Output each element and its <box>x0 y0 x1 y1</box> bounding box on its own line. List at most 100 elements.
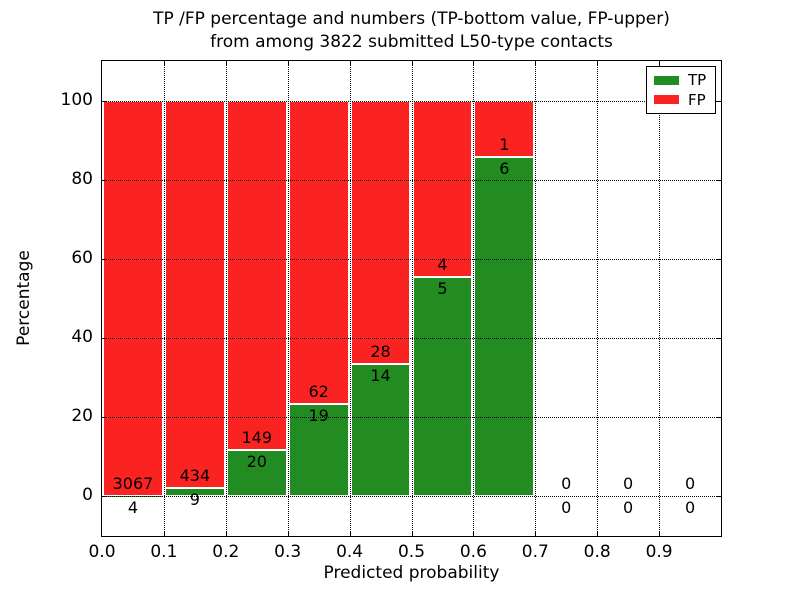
fp-count-label: 4 <box>437 254 448 274</box>
legend: TP FP <box>646 66 716 114</box>
chart-title-line2: from among 3822 submitted L50-type conta… <box>210 32 613 52</box>
x-tick-bottom <box>287 532 289 536</box>
legend-label-tp: TP <box>688 71 707 90</box>
grid-layer <box>102 61 721 536</box>
chart-title-line1: TP /FP percentage and numbers (TP-bottom… <box>153 9 670 29</box>
fp-count-label: 0 <box>561 474 572 494</box>
y-tick-right <box>717 179 721 181</box>
x-tick-label: 0.0 <box>88 542 116 562</box>
bar-segment-tp <box>226 449 287 497</box>
x-gridline <box>659 61 661 536</box>
bar-segment-tp <box>474 157 535 497</box>
legend-label-fp: FP <box>688 90 706 109</box>
x-tick-top <box>411 61 413 65</box>
x-tick-top <box>597 61 599 65</box>
x-tick-bottom <box>349 532 351 536</box>
x-tick-bottom <box>473 532 475 536</box>
bar-segment-tp <box>164 488 225 497</box>
tp-count-label: 20 <box>246 451 267 471</box>
x-tick-bottom <box>225 532 227 536</box>
y-tick-label: 0 <box>82 485 93 506</box>
x-tick-label: 0.1 <box>150 542 178 562</box>
x-tick-label: 0.6 <box>459 542 487 562</box>
x-tick-top <box>287 61 289 65</box>
legend-item-fp: FP <box>654 92 708 108</box>
bar-segment-tp <box>103 495 163 497</box>
tp-color-swatch <box>654 75 679 85</box>
x-tick-top <box>659 61 661 65</box>
x-tick-top <box>225 61 227 65</box>
y-tick-label: 40 <box>71 327 93 348</box>
y-tick-left <box>102 258 106 260</box>
x-gridline <box>473 61 475 536</box>
x-tick-bottom <box>597 532 599 536</box>
x-tick-label: 0.5 <box>397 542 426 562</box>
fp-count-label: 28 <box>370 342 391 362</box>
x-tick-label: 0.8 <box>583 542 611 562</box>
x-tick-bottom <box>411 532 413 536</box>
y-tick-left <box>102 417 106 419</box>
y-tick-left <box>102 338 106 340</box>
x-gridline <box>225 61 227 536</box>
x-gridline <box>163 61 165 536</box>
x-tick-top <box>163 61 165 65</box>
bar-segment-tp <box>350 364 411 497</box>
tp-count-label: 0 <box>561 498 572 518</box>
y-tick-left <box>102 179 106 181</box>
fp-count-label: 0 <box>684 474 696 494</box>
x-tick-label: 0.4 <box>336 542 364 562</box>
x-tick-bottom <box>659 532 661 536</box>
ticks-layer <box>102 61 721 536</box>
y-tick-label: 100 <box>60 89 93 110</box>
x-gridline <box>287 61 289 536</box>
fp-count-label: 434 <box>179 466 211 486</box>
tp-count-label: 19 <box>308 405 329 425</box>
fp-count-label: 3067 <box>112 473 154 493</box>
legend-item-tp: TP <box>654 72 708 88</box>
fp-color-swatch <box>654 95 679 105</box>
tp-count-label: 6 <box>499 159 510 179</box>
bar-segment-fp <box>350 100 411 365</box>
y-tick-left <box>102 496 106 498</box>
bar-value-labels-layer: 3067 4 434 9 149 20 62 19 28 14 4 5 1 6 0 0 0 0 0 0 <box>102 61 721 536</box>
y-tick-right <box>717 417 721 419</box>
y-tick-label: 20 <box>71 406 93 427</box>
x-tick-top <box>349 61 351 65</box>
plot-area: 3067 4 434 9 149 20 62 19 28 14 4 5 1 6 0 0 0 0 0 0 TP FP <box>101 60 722 537</box>
x-tick-label: 0.7 <box>521 542 549 562</box>
tp-count-label: 0 <box>623 498 634 518</box>
x-axis-label: Predicted probability <box>323 563 500 583</box>
bar-segment-tp <box>412 276 473 497</box>
x-tick-label: 0.9 <box>645 542 673 562</box>
x-tick-top <box>473 61 475 65</box>
x-gridline <box>597 61 599 536</box>
fp-count-label: 149 <box>241 427 273 447</box>
bar-segment-fp <box>226 100 287 450</box>
chart-title: TP /FP percentage and numbers (TP-bottom… <box>101 8 722 54</box>
y-tick-right <box>717 258 721 260</box>
tp-count-label: 4 <box>127 497 139 517</box>
x-gridline <box>349 61 351 536</box>
fp-count-label: 1 <box>499 135 510 155</box>
y-tick-left <box>102 100 106 102</box>
bar-segment-fp <box>412 100 473 277</box>
fp-count-label: 62 <box>308 381 329 401</box>
x-tick-label: 0.2 <box>212 542 240 562</box>
x-tick-bottom <box>163 532 165 536</box>
y-tick-right <box>717 100 721 102</box>
x-gridline <box>535 61 537 536</box>
y-tick-label: 60 <box>71 247 93 268</box>
bar-segment-fp <box>288 100 349 404</box>
x-tick-top <box>535 61 537 65</box>
bar-segment-fp <box>164 100 225 489</box>
tp-count-label: 5 <box>437 278 448 298</box>
bar-segment-tp <box>288 403 349 497</box>
x-gridline <box>411 61 413 536</box>
x-tick-bottom <box>535 532 537 536</box>
y-tick-right <box>717 496 721 498</box>
x-tick-label: 0.3 <box>274 542 302 562</box>
tp-count-label: 0 <box>684 498 696 518</box>
y-tick-right <box>717 338 721 340</box>
y-axis-label: Percentage <box>14 250 34 346</box>
